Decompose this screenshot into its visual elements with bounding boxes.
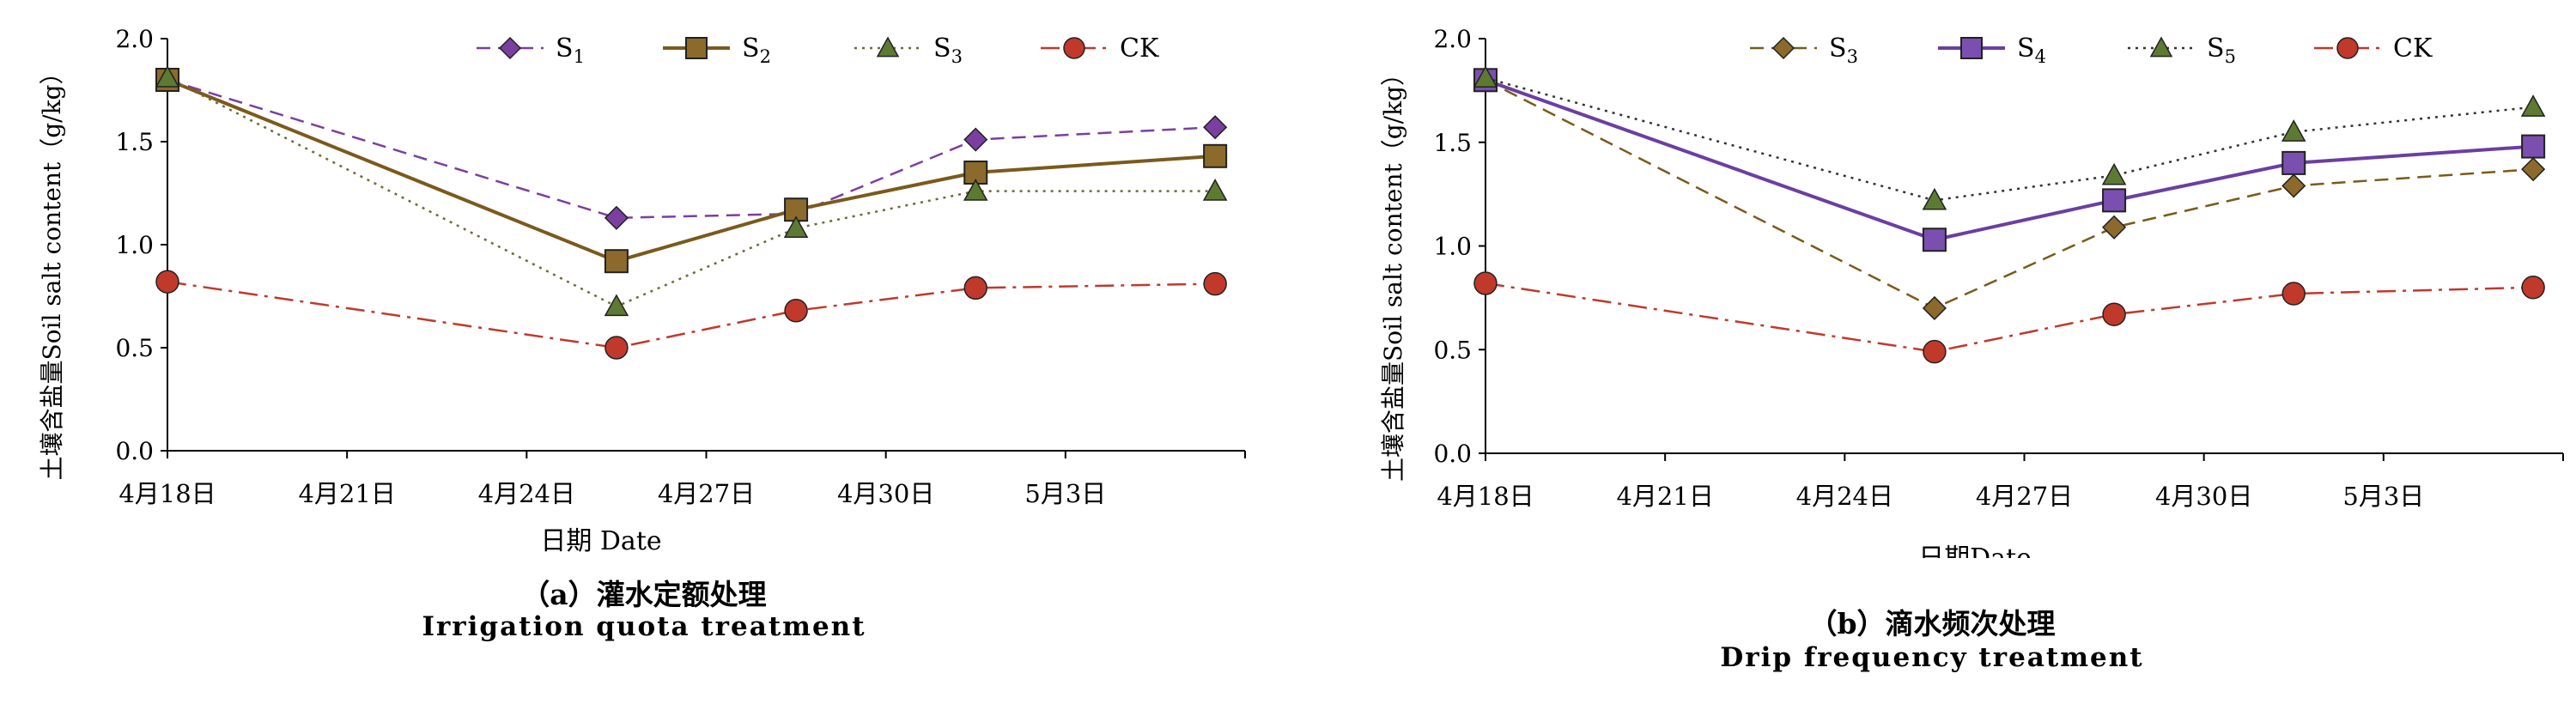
chart-b-x-tick-label: 4月27日 xyxy=(1976,482,2073,511)
chart-b-y-tick-label: 1.5 xyxy=(1433,129,1472,157)
chart-a-legend-3-swatch-marker xyxy=(876,36,900,58)
chart-b-x-tick-label: 4月18日 xyxy=(1437,482,1534,511)
chart-a-y-tick-label: 1.0 xyxy=(115,231,154,259)
chart-b-series-1-point xyxy=(2102,215,2127,240)
chart-b-series-2-point xyxy=(2521,134,2546,159)
chart-b-y-tick-label: 0.5 xyxy=(1433,336,1472,364)
chart-a-x-tick-label: 4月27日 xyxy=(658,479,755,508)
chart-b-legend-3-swatch-marker xyxy=(2149,36,2173,58)
chart-a-series-2-point xyxy=(604,249,629,274)
chart-b-series-4-point xyxy=(2281,282,2306,306)
chart-a-legend-3-label: S3 xyxy=(933,33,963,67)
chart-b-series-4-line xyxy=(1485,282,2534,353)
chart-b-y-tick-label: 1.0 xyxy=(1433,233,1472,261)
chart-a-series-1-point xyxy=(963,127,988,152)
chart-a-series-4-point xyxy=(605,336,629,360)
chart-b-svg: 0.0 0.5 1.0 1.5 2.0 4月18日 4月21日 4月24日 4月27日 4月30日… xyxy=(1379,25,2564,573)
chart-a-x-tick-label: 4月24日 xyxy=(478,479,575,508)
chart-b-series-1-point xyxy=(2521,157,2546,182)
chart-a-series-2-line xyxy=(167,78,1216,264)
chart-a-legend-4-swatch-marker xyxy=(1063,37,1085,59)
chart-b-series-4-point xyxy=(1473,271,1498,295)
chart-a-series-3-point xyxy=(604,294,629,317)
chart-a-series-3-line xyxy=(167,76,1216,308)
chart-b-x-tick-label: 4月21日 xyxy=(1616,482,1713,511)
chart-a-y-tick-label: 2.0 xyxy=(115,25,154,53)
chart-b-series-3-point xyxy=(2101,162,2127,185)
chart-a-series-3-point xyxy=(963,179,988,201)
chart-a-series-4-line xyxy=(167,280,1216,349)
chart-b-legend-1-swatch-marker xyxy=(1771,36,1795,60)
chart-a-caption-zh: （a）灌水定额处理 xyxy=(521,578,767,611)
chart-b-series-3-point xyxy=(1922,187,1947,210)
chart-a-x-tick-label: 5月3日 xyxy=(1024,479,1106,508)
chart-b-series-1-point xyxy=(2281,173,2306,198)
chart-b-caption-zh: （b）滴水频次处理 xyxy=(1808,607,2056,640)
chart-a-series-3-point xyxy=(155,65,180,88)
chart-b-series-4-point xyxy=(2102,302,2126,326)
chart-b-series-3-line xyxy=(1485,76,2534,202)
chart-a-y-tick-label: 0.5 xyxy=(115,334,154,362)
chart-b-legend-1-label: S3 xyxy=(1829,33,1858,67)
chart-b-y-tick-label: 0.0 xyxy=(1433,440,1472,468)
chart-b-series-4-point xyxy=(2521,276,2545,300)
chart-a-series-4-point xyxy=(963,276,987,300)
chart-b-legend-3-label: S5 xyxy=(2207,33,2236,67)
chart-b-series-3-point xyxy=(2281,119,2306,142)
chart-a-svg: 0.0 0.5 1.0 1.5 2.0 4月18日 4月21日 4月24日 4月27日 4月30日… xyxy=(38,25,1246,556)
chart-a-series-3-point xyxy=(783,215,809,238)
chart-b-series-2-point xyxy=(1922,228,1947,252)
chart-a-y-axis-title: 土壤含盐量Soil salt content（g/kg） xyxy=(38,61,66,481)
chart-a-legend-4-label: CK xyxy=(1120,33,1159,64)
chart-a-series-4-point xyxy=(784,299,808,323)
chart-a-series-4-point xyxy=(1203,271,1227,296)
chart-b-series-3-point xyxy=(2520,94,2546,117)
chart-a-y-tick-label: 1.5 xyxy=(115,128,154,156)
chart-a-series-3-point xyxy=(1202,179,1228,201)
chart-b-series-1-line xyxy=(1485,79,2534,310)
chart-b-series-3-point xyxy=(1473,65,1498,88)
chart-a-x-tick-label: 4月21日 xyxy=(298,479,395,508)
chart-b-series-4-point xyxy=(1923,339,1947,364)
chart-a-x-axis-title: 日期 Date xyxy=(540,526,661,556)
chart-a-legend-1-swatch-marker xyxy=(498,36,522,60)
chart-b-legend-4-swatch-marker xyxy=(2336,37,2359,59)
chart-a-caption-en: Irrigation quota treatment xyxy=(422,611,866,642)
chart-b-legend-4-label: CK xyxy=(2393,33,2433,64)
chart-b-x-tick-label: 5月3日 xyxy=(2342,482,2424,511)
chart-b-series-2-point xyxy=(2281,150,2306,175)
chart-b-x-tick-label: 4月30日 xyxy=(2155,482,2252,511)
chart-b-y-axis-title: 土壤含盐量Soil salt content（g/kg） xyxy=(1379,62,1407,482)
chart-a-series-2-point xyxy=(1203,143,1228,168)
chart-a-x-tick-label: 4月18日 xyxy=(118,479,216,508)
chart-a-series-1-point xyxy=(1203,115,1228,140)
chart-b-y-tick-label: 2.0 xyxy=(1433,25,1472,53)
chart-b-legend-2-swatch-marker xyxy=(1960,37,1983,59)
chart-b-x-tick-label: 4月24日 xyxy=(1796,482,1893,511)
chart-b-series-1-point xyxy=(1922,295,1947,321)
chart-panel-b: 0.0 0.5 1.0 1.5 2.0 4月18日 4月21日 4月24日 4月27日 4月30日… xyxy=(1288,0,2576,710)
chart-a-series-1-point xyxy=(604,205,629,230)
chart-b-caption-en: Drip frequency treatment xyxy=(1720,642,2144,673)
chart-panel-a: 0.0 0.5 1.0 1.5 2.0 4月18日 4月21日 4月24日 4月27日 4月30日… xyxy=(38,25,1246,642)
chart-b-legend-2-label: S4 xyxy=(2017,33,2046,67)
chart-a-series-4-point xyxy=(155,270,179,294)
chart-a-y-tick-label: 0.0 xyxy=(115,437,154,465)
chart-a-legend-1-label: S1 xyxy=(556,33,585,67)
chart-a-series-1-line xyxy=(167,78,1216,220)
chart-a-legend-2-swatch-marker xyxy=(685,37,708,59)
chart-a-x-tick-label: 4月30日 xyxy=(837,479,934,508)
chart-b-series-2-point xyxy=(2102,188,2127,213)
chart-a-legend-2-label: S2 xyxy=(742,33,771,67)
